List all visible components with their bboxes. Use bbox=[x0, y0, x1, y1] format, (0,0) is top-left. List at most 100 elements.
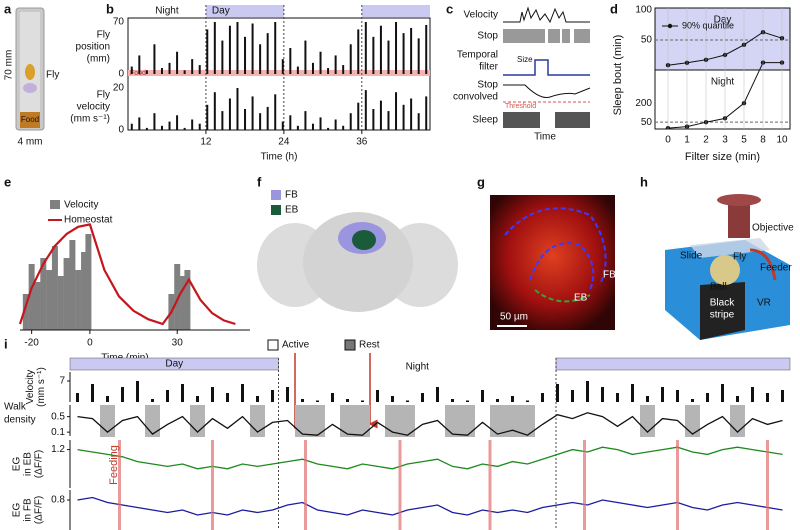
subplot-title: Day bbox=[714, 15, 732, 26]
panel-label: c bbox=[446, 1, 453, 16]
x-tick-label: 30 bbox=[172, 338, 184, 349]
legend-swatch bbox=[50, 200, 60, 209]
axis-label: (mm s⁻¹) bbox=[36, 367, 47, 407]
x-tick-label: 24 bbox=[278, 137, 290, 148]
label: Slide bbox=[680, 251, 703, 262]
food-zone bbox=[128, 70, 430, 76]
legend-swatch bbox=[667, 23, 673, 29]
legend-label: Velocity bbox=[64, 200, 98, 211]
y-tick-label: 100 bbox=[635, 5, 652, 16]
y-tick-label: 1.2 bbox=[51, 444, 65, 455]
panel-label: b bbox=[106, 1, 114, 16]
label: VR bbox=[757, 298, 771, 309]
axis-label: (mm s⁻¹) bbox=[70, 114, 110, 125]
y-tick-label: 0.8 bbox=[51, 495, 65, 506]
axis-label: (ΔF/F) bbox=[34, 450, 45, 478]
label: Threshold bbox=[505, 103, 536, 110]
food-label: Food bbox=[130, 70, 146, 77]
x-tick-label: 5 bbox=[741, 135, 747, 146]
label: Objective bbox=[752, 223, 794, 234]
x-tick-label: 0 bbox=[87, 338, 93, 349]
trace bbox=[77, 446, 783, 470]
food-label: Food bbox=[21, 115, 39, 124]
panel-label: d bbox=[610, 1, 618, 16]
axis-label-group: EG in EB (ΔF/F) bbox=[12, 450, 45, 478]
axis-label: (mm) bbox=[87, 54, 110, 65]
y-axis-label: Sleep bout (min) bbox=[612, 35, 624, 116]
axis-label: EG bbox=[12, 457, 23, 472]
region-label: EB bbox=[574, 293, 588, 304]
x-tick-label: 10 bbox=[776, 135, 788, 146]
x-tick-label: 36 bbox=[356, 137, 368, 148]
axis-label-group: Velocity (mm s⁻¹) bbox=[25, 367, 47, 407]
bar bbox=[184, 270, 191, 330]
trace bbox=[18, 223, 236, 326]
period-band bbox=[205, 5, 284, 17]
legend-swatch bbox=[267, 339, 279, 351]
microscopy-image bbox=[490, 195, 615, 330]
bar bbox=[81, 252, 88, 330]
trace bbox=[77, 496, 783, 516]
label: Black bbox=[710, 298, 735, 309]
bar bbox=[22, 294, 29, 330]
y-tick-label: 7 bbox=[59, 376, 65, 387]
y-tick-label: 70 bbox=[113, 17, 125, 28]
bar bbox=[40, 258, 47, 330]
axis-label: velocity bbox=[77, 102, 110, 113]
legend-swatch bbox=[344, 339, 356, 351]
axis-label: in EB bbox=[23, 452, 34, 476]
x-tick-label: 1 bbox=[684, 135, 690, 146]
axis-label: density bbox=[4, 415, 36, 426]
feeding-group: Feeding bbox=[108, 445, 120, 485]
rest-block bbox=[385, 405, 415, 437]
period-label: Night bbox=[406, 362, 430, 373]
rig bbox=[665, 194, 790, 340]
bar bbox=[28, 264, 35, 330]
rest-block bbox=[145, 405, 160, 437]
period-label: Day bbox=[212, 6, 230, 17]
bar bbox=[75, 270, 82, 330]
scale-label: 50 µm bbox=[500, 312, 528, 323]
axis-label: Fly bbox=[97, 30, 110, 41]
bar bbox=[34, 282, 41, 330]
y-tick-label: 200 bbox=[635, 98, 652, 109]
x-tick-label: 0 bbox=[665, 135, 671, 146]
legend-label: EB bbox=[285, 205, 299, 216]
rest-block bbox=[340, 405, 370, 437]
y-tick-label: 50 bbox=[641, 117, 653, 128]
axis-label: EG bbox=[12, 503, 23, 518]
label: Size bbox=[517, 55, 533, 64]
label: Fly bbox=[733, 252, 746, 263]
bar bbox=[57, 276, 64, 330]
label: Sleep bbox=[472, 115, 498, 126]
subplot-title: Night bbox=[711, 77, 735, 88]
period-band bbox=[555, 357, 791, 371]
legend-label: Homeostat bbox=[64, 215, 113, 226]
plot-frame bbox=[654, 69, 791, 130]
axis-label: Walk bbox=[4, 402, 27, 413]
trace bbox=[77, 412, 783, 436]
period-label: Day bbox=[165, 359, 183, 370]
bar bbox=[63, 258, 70, 330]
label: Ball bbox=[710, 282, 727, 293]
label: convolved bbox=[453, 92, 498, 103]
y-tick-label: 50 bbox=[641, 35, 653, 46]
y-tick-label: 20 bbox=[113, 83, 125, 94]
panel-label: f bbox=[257, 174, 262, 189]
axis-label: Fly bbox=[97, 90, 110, 101]
legend-label: Rest bbox=[359, 340, 380, 351]
label: stripe bbox=[710, 310, 735, 321]
day-background bbox=[655, 8, 790, 70]
legend-label: Active bbox=[282, 340, 310, 351]
label: Feeder bbox=[760, 263, 792, 274]
dimension-label: 70 mm bbox=[4, 50, 15, 81]
x-tick-label: -20 bbox=[24, 338, 39, 349]
tube bbox=[15, 7, 45, 131]
y-tick-label: 0 bbox=[118, 125, 124, 136]
y-tick-label: 0.1 bbox=[51, 427, 65, 438]
bar bbox=[174, 264, 181, 330]
label: Velocity bbox=[464, 10, 498, 21]
axis-label: in FB bbox=[23, 498, 34, 522]
label: Temporal bbox=[457, 50, 498, 61]
x-axis-label: Filter size (min) bbox=[685, 151, 760, 163]
